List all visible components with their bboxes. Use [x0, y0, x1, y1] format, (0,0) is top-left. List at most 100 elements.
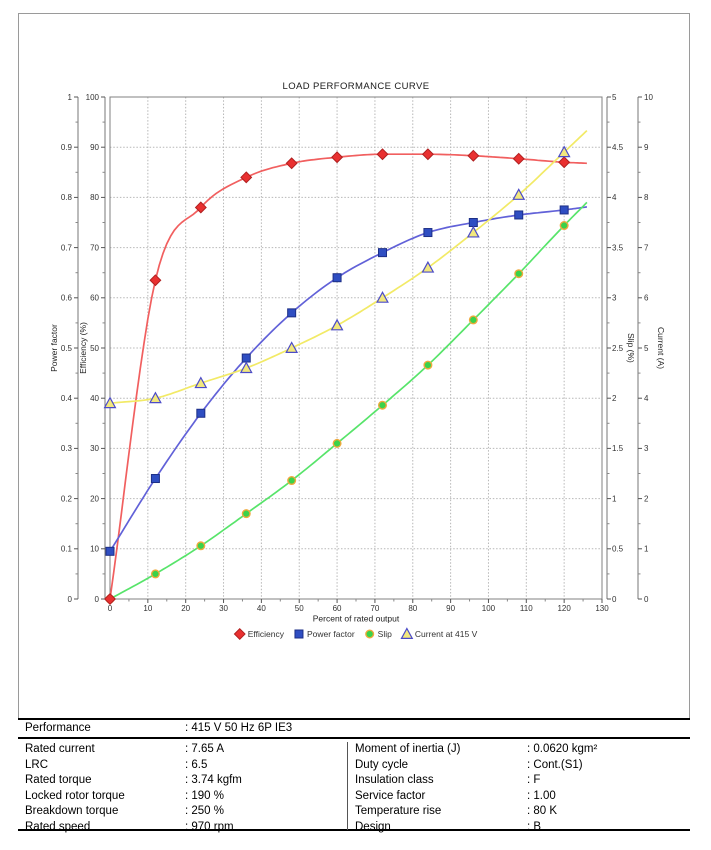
- spec-column-left: Rated current : 7.65 A LRC : 6.5 Rated t…: [18, 742, 347, 833]
- axis-tick-label: 0.7: [61, 243, 73, 252]
- series-power-factor-markers: [105, 205, 569, 556]
- table-row: Temperature rise : 80 K: [348, 804, 690, 820]
- axis-tick-label: 0.8: [61, 193, 73, 202]
- axis-tick-label: 30: [90, 444, 99, 453]
- axis-tick-label: 0.9: [61, 143, 73, 152]
- chart-legend: Efficiency Power factor Slip Current at 415…: [233, 627, 478, 641]
- table-row: Design : B: [348, 820, 690, 836]
- series-efficiency-line: [109, 153, 587, 600]
- axis-tick-label: 4: [644, 394, 649, 403]
- axis-tick-label: 3: [612, 294, 617, 303]
- axis-tick-label: 3: [644, 444, 649, 453]
- table-row: Insulation class : F: [348, 773, 690, 789]
- axis-tick-label: 80: [408, 604, 417, 613]
- spec-value: : 250 %: [185, 805, 224, 817]
- spec-label: Duty cycle: [355, 758, 409, 771]
- axis-tick-label: 3.5: [612, 243, 624, 252]
- motor-data-table: Performance : 415 V 50 Hz 6P IE3 Rated c…: [18, 718, 690, 833]
- axis-tick-label: 7: [644, 243, 649, 252]
- axis-tick-label: 0.2: [61, 494, 73, 503]
- axis-tick-label: 90: [446, 604, 455, 613]
- legend-item-current-at-415-v: Current at 415 V: [400, 627, 478, 639]
- axis-tick-label: 50: [90, 344, 99, 353]
- spec-value: : 3.74 kgfm: [185, 774, 242, 786]
- spec-label: Performance: [25, 721, 91, 734]
- table-row: Rated current : 7.65 A: [18, 742, 347, 758]
- table-row: Rated torque : 3.74 kgfm: [18, 773, 347, 789]
- axis-tick-label: 4.5: [612, 143, 624, 152]
- spec-label: Moment of inertia (J): [355, 743, 461, 755]
- axis-current: 0 1 2 3 4 5 6 7 8 9 10 Current (A): [637, 93, 666, 604]
- spec-value: : 6.5: [185, 758, 208, 771]
- axis-tick-label: 5: [644, 344, 649, 353]
- axis-tick-label: 1: [68, 93, 73, 102]
- axis-title: Efficiency (%): [78, 322, 88, 374]
- spec-columns: Rated current : 7.65 A LRC : 6.5 Rated t…: [18, 739, 690, 833]
- axis-title: Slip (%): [626, 333, 636, 363]
- axis-tick-label: 70: [90, 243, 99, 252]
- table-row: Service factor : 1.00: [348, 789, 690, 805]
- legend-item-slip: Slip: [365, 629, 392, 639]
- axis-tick-label: 6: [644, 294, 649, 303]
- spec-label: Rated current: [25, 743, 95, 755]
- axis-tick-label: 10: [143, 604, 152, 613]
- axis-tick-label: 2.5: [612, 344, 624, 353]
- table-row: Moment of inertia (J) : 0.0620 kgm²: [348, 742, 690, 758]
- axis-title: Power factor: [49, 324, 59, 372]
- legend-label: Efficiency: [248, 629, 285, 639]
- chart-title: LOAD PERFORMANCE CURVE: [283, 81, 430, 92]
- axis-tick-label: 40: [90, 394, 99, 403]
- axis-tick-label: 0.1: [61, 545, 73, 554]
- spec-value: : B: [527, 820, 542, 833]
- series-current-at-415-v-line: [109, 129, 588, 405]
- spec-column-right: Moment of inertia (J) : 0.0620 kgm² Duty…: [347, 742, 690, 833]
- axis-tick-label: 80: [90, 193, 99, 202]
- axis-tick-label: 0: [108, 604, 113, 613]
- spec-value: : 190 %: [185, 789, 224, 802]
- spec-value: : 1.00: [527, 789, 556, 802]
- spec-value: : 0.0620 kgm²: [527, 743, 598, 755]
- spec-label: Service factor: [355, 789, 426, 802]
- table-row: Breakdown torque : 250 %: [18, 804, 347, 820]
- chart-grid: [110, 97, 602, 599]
- axis-tick-label: 1: [612, 494, 617, 503]
- axis-tick-label: 10: [90, 545, 99, 554]
- axis-tick-label: 0.3: [61, 444, 73, 453]
- spec-value: : 7.65 A: [185, 743, 225, 755]
- axis-tick-label: 0.5: [612, 545, 624, 554]
- axis-tick-label: 0: [68, 595, 73, 604]
- series-slip-line: [109, 201, 588, 600]
- spec-label: Design: [355, 820, 391, 833]
- axis-tick-label: 8: [644, 193, 649, 202]
- spec-label: Rated torque: [25, 774, 92, 786]
- spec-label: Insulation class: [355, 774, 434, 786]
- axis-title: Current (A): [656, 327, 666, 369]
- axis-tick-label: 60: [90, 294, 99, 303]
- report-frame: [18, 13, 690, 831]
- axis-tick-label: 1.5: [612, 444, 624, 453]
- performance-row: Performance : 415 V 50 Hz 6P IE3: [18, 720, 690, 739]
- axis-tick-label: 0.5: [61, 344, 73, 353]
- axis-tick-label: 0: [644, 595, 649, 604]
- spec-label: Rated speed: [25, 820, 91, 833]
- axis-tick-label: 0.6: [61, 294, 73, 303]
- spec-value: : F: [527, 774, 541, 786]
- spec-value: : Cont.(S1): [527, 758, 583, 771]
- axis-x: 0 10 20 30 40 50 60 70 80 90 100 110 120 130 Percent o…: [108, 599, 609, 624]
- axis-tick-label: 50: [295, 604, 304, 613]
- axis-tick-label: 5: [612, 93, 617, 102]
- axis-tick-label: 1: [644, 545, 649, 554]
- axis-tick-label: 30: [219, 604, 228, 613]
- table-row: Duty cycle : Cont.(S1): [348, 758, 690, 774]
- axis-tick-label: 90: [90, 143, 99, 152]
- axis-tick-label: 4: [612, 193, 617, 202]
- legend-label: Current at 415 V: [415, 629, 478, 639]
- axis-tick-label: 40: [257, 604, 266, 613]
- series-current-at-415-v-markers: [103, 145, 571, 409]
- axis-tick-label: 9: [644, 143, 649, 152]
- axis-tick-label: 20: [181, 604, 190, 613]
- axis-tick-label: 0: [612, 595, 617, 604]
- spec-value: : 80 K: [527, 805, 558, 817]
- axis-tick-label: 10: [644, 93, 653, 102]
- axis-slip: 0 0.5 1 1.5 2 2.5 3 3.5 4 4.5 5 Slip (%): [606, 93, 636, 604]
